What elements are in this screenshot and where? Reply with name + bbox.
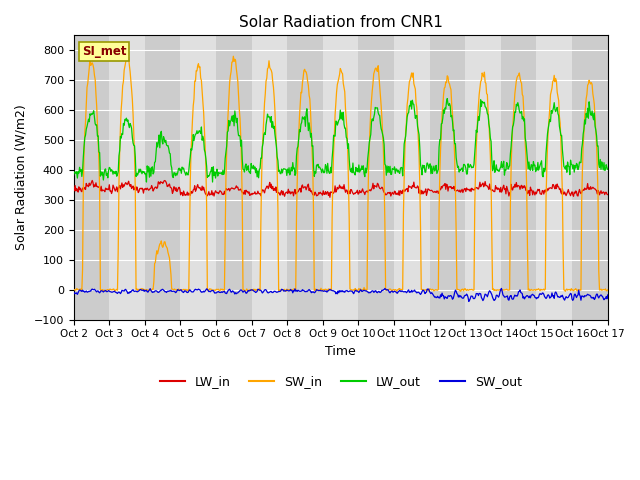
Bar [465,36,501,320]
Y-axis label: Solar Radiation (W/m2): Solar Radiation (W/m2) [15,105,28,251]
Bar [287,36,323,320]
Bar [180,36,216,320]
Bar [145,36,180,320]
Bar [252,36,287,320]
Bar [572,36,608,320]
Bar [323,36,358,320]
Title: Solar Radiation from CNR1: Solar Radiation from CNR1 [239,15,443,30]
Text: SI_met: SI_met [82,45,126,58]
X-axis label: Time: Time [325,345,356,358]
Legend: LW_in, SW_in, LW_out, SW_out: LW_in, SW_in, LW_out, SW_out [155,370,527,393]
Bar [109,36,145,320]
Bar [216,36,252,320]
Bar [501,36,536,320]
Bar [358,36,394,320]
Bar [536,36,572,320]
Bar [394,36,429,320]
Bar [74,36,109,320]
Bar [429,36,465,320]
